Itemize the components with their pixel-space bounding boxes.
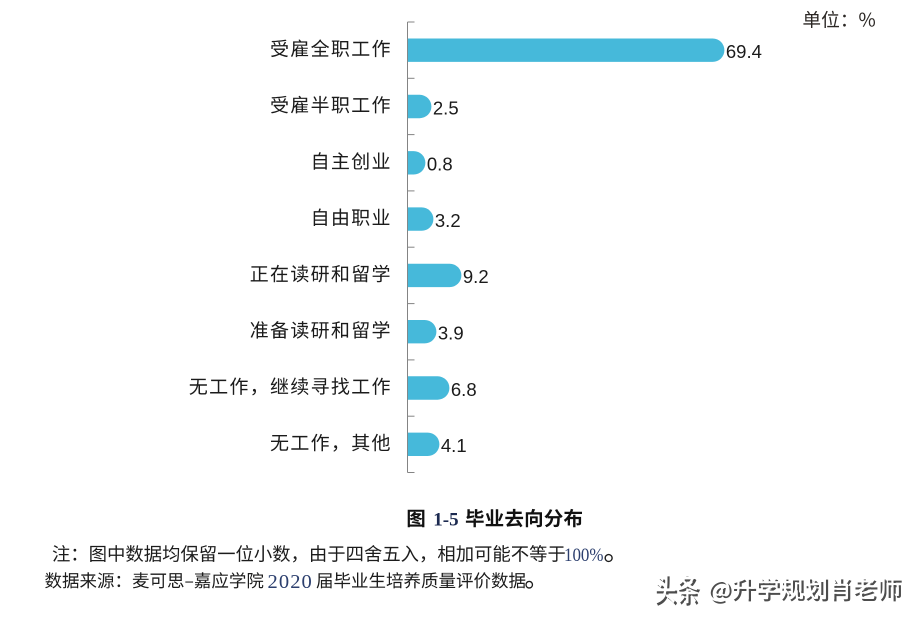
svg-text:1-5: 1-5 bbox=[433, 510, 458, 531]
svg-text:3.9: 3.9 bbox=[438, 323, 464, 344]
svg-text:2020: 2020 bbox=[268, 571, 313, 593]
svg-text:0.8: 0.8 bbox=[427, 154, 453, 175]
svg-text:100%: 100% bbox=[564, 545, 604, 566]
svg-text:69.4: 69.4 bbox=[726, 41, 762, 62]
svg-text:9.2: 9.2 bbox=[463, 266, 489, 287]
svg-text:6.8: 6.8 bbox=[451, 379, 477, 400]
svg-text:4.1: 4.1 bbox=[441, 435, 467, 456]
svg-text:2.5: 2.5 bbox=[433, 97, 459, 118]
svg-text:3.2: 3.2 bbox=[435, 210, 461, 231]
